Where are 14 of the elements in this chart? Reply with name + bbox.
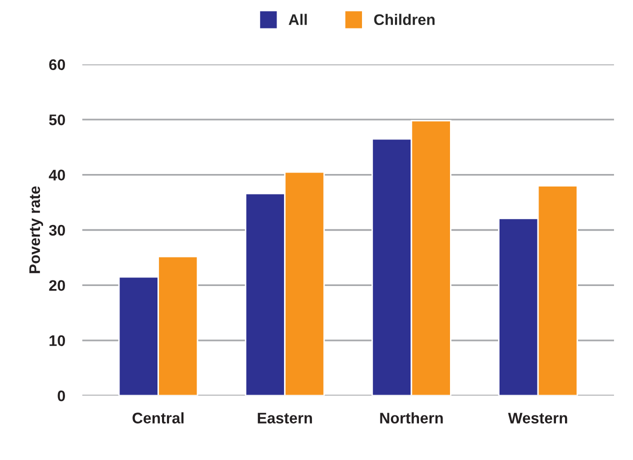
y-axis-title: Poverty rate [29, 186, 44, 274]
y-tick-label: 60 [49, 59, 65, 70]
x-tick-label: Central [132, 412, 184, 424]
x-tick-label: Northern [380, 412, 443, 424]
legend-label: Children [374, 14, 435, 26]
y-tick-label: 30 [48, 224, 65, 236]
legend-label: All [288, 14, 307, 25]
y-tick-label: 40 [48, 170, 65, 180]
y-tick-label: 50 [49, 114, 65, 126]
y-tick-label: 0 [58, 390, 65, 402]
y-tick-label: 20 [49, 280, 65, 291]
x-tick-label: Eastern [258, 412, 312, 424]
x-tick-label: Western [508, 412, 568, 424]
y-tick-label: 10 [50, 335, 65, 346]
